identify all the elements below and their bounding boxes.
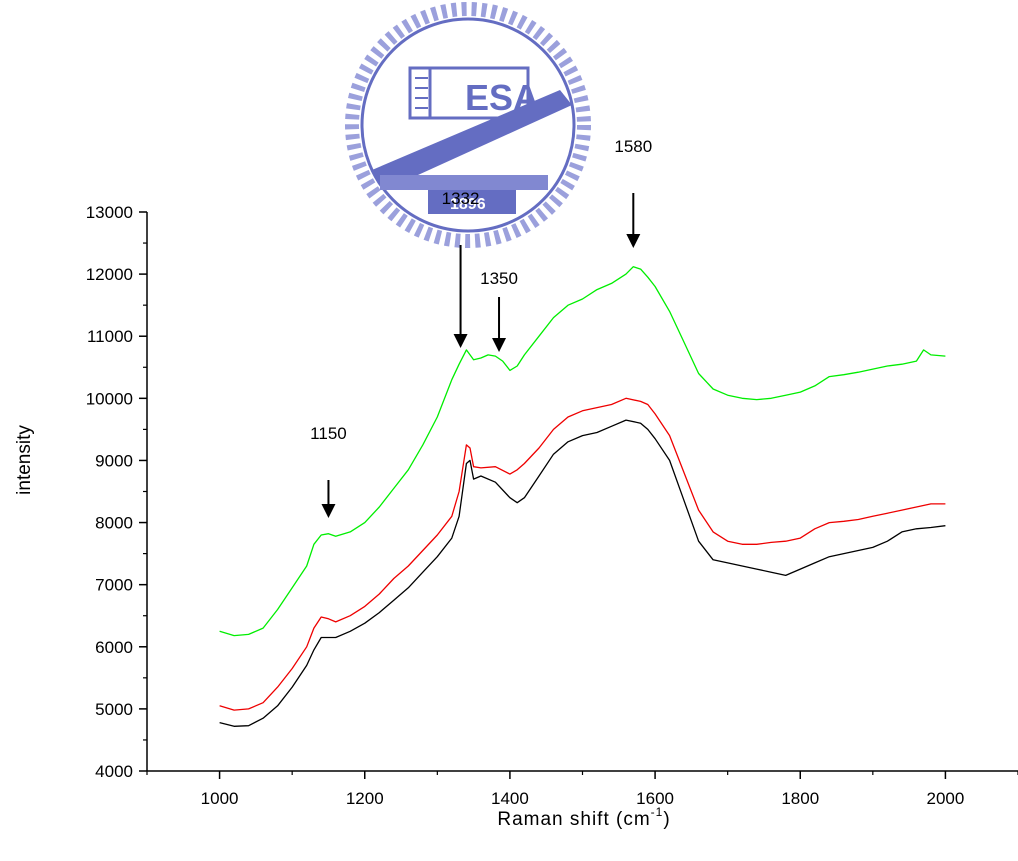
y-tick-label: 7000: [95, 576, 133, 595]
series-line-3: [219, 419, 946, 727]
plot-lines: [219, 266, 946, 727]
x-axis-label-close: ): [663, 809, 670, 830]
annotation-label: 1150: [310, 424, 347, 443]
x-tick-label: 1200: [346, 789, 384, 808]
annotation-arrow-head: [453, 334, 468, 348]
y-tick-label: 10000: [86, 389, 133, 408]
series-line-1: [219, 266, 946, 637]
y-tick-label: 8000: [95, 514, 133, 533]
y-tick-label: 4000: [95, 762, 133, 781]
annotation-label: 1580: [614, 137, 652, 156]
y-tick-label: 6000: [95, 638, 133, 657]
watermark-seal: ESA 1896: [345, 2, 591, 248]
peak-annotations: 1150 1332 1350 1580: [310, 137, 652, 518]
axes: 4000 5000 6000 7000 8000 9000 10000 11000 12000 1…: [86, 203, 1018, 808]
x-tick-label: 1400: [491, 789, 529, 808]
watermark-year: 1896: [450, 196, 486, 213]
y-tick-label: 11000: [87, 327, 133, 346]
y-tick-label: 12000: [86, 265, 133, 284]
annotation-label: 1332: [442, 189, 480, 208]
annotation-arrow-head: [321, 504, 336, 518]
series-line-2: [219, 397, 946, 711]
y-axis-label: intensity: [14, 425, 35, 495]
x-tick-label: 1000: [201, 789, 239, 808]
y-tick-label: 5000: [95, 700, 133, 719]
x-axis-label-sup: -1: [651, 805, 664, 819]
annotation-arrow-head: [626, 234, 641, 248]
x-axis-label: Raman shift (cm-1): [497, 805, 670, 830]
annotation-arrow-head: [492, 338, 507, 352]
annotation-label: 1350: [480, 269, 518, 288]
y-tick-label: 13000: [86, 203, 133, 222]
y-tick-label: 9000: [95, 451, 133, 470]
x-tick-label: 2000: [927, 789, 965, 808]
x-tick-label: 1600: [636, 789, 674, 808]
x-axis-label-main: Raman shift (cm: [497, 809, 650, 830]
x-tick-label: 1800: [781, 789, 819, 808]
